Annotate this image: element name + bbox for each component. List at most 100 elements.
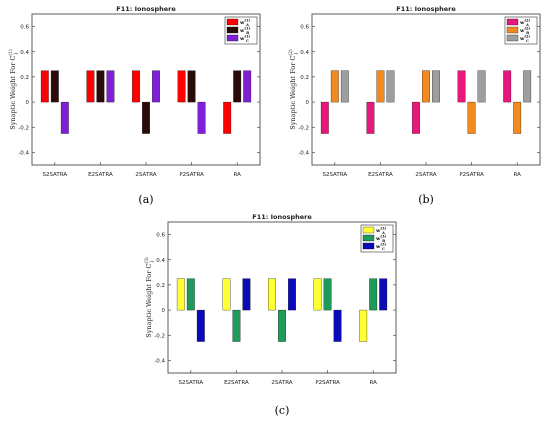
ytick-label-c: -0.2 [154,333,165,339]
y-axis-label-b: Synaptic Weight For C(2)j [287,49,299,130]
y-axis-label-a: Synaptic Weight For C(1)j [7,49,19,130]
xtick-label-b: S2SATRA [322,172,347,178]
ytick-label-c: 0 [162,308,166,314]
xtick-label-c: P2SATRA [315,380,340,386]
bar-c-1-1 [232,309,241,342]
xtick-label-a: RA [234,172,242,178]
bar-b-3-2 [477,70,486,103]
bar-b-3-1 [467,101,476,134]
panel-label-b: (b) [418,193,434,206]
bar-b-0-0 [320,101,329,134]
bar-a-4-0 [223,101,232,134]
bar-b-1-2 [386,70,395,103]
bar-c-0-2 [196,309,205,342]
bar-b-2-0 [412,101,420,134]
legend-swatch-a-0 [226,18,239,26]
bar-b-2-1 [422,70,430,103]
legend-swatch-b-1 [506,26,519,34]
chart-title-b: F11: Ionosphere [396,5,456,13]
chart-panel-a: F11: Ionosphere -0.4 -0.2 0 0.2 0.4 0.6 Synapti… [4,2,266,212]
bar-a-2-2 [152,70,160,103]
legend-swatch-c-2 [362,242,375,250]
bar-c-3-2 [333,309,342,342]
bar-a-0-1 [50,70,59,103]
bar-b-4-0 [503,70,512,103]
ytick-label-a: 0.2 [20,75,29,81]
panel-label-a: (a) [138,193,153,206]
legend-label-b-0: w(2) A [519,19,530,28]
bar-a-0-2 [60,101,69,134]
chart-title-a: F11: Ionosphere [116,5,176,13]
legend-swatch-b-0 [506,18,519,26]
panel-label-c: (c) [275,404,290,417]
bar-a-2-0 [132,70,140,103]
legend-label-a-2: w(1) C [239,35,250,44]
chart-svg-b: F11: Ionosphere -0.4 -0.2 0 0.2 0.4 0.6 Synapti… [287,5,541,206]
bar-c-4-1 [369,278,378,311]
bar-b-0-1 [330,70,339,103]
bar-a-2-1 [142,101,150,134]
bar-b-4-2 [523,70,532,103]
legend-swatch-a-2 [226,34,239,42]
legend-label-c-2: w(3) C [375,243,386,252]
plot-area-c [167,221,397,374]
xtick-label-a: P2SATRA [179,172,204,178]
legend-swatch-c-1 [362,234,375,242]
ytick-label-b: -0.2 [298,125,309,131]
ytick-label-c: 0.6 [156,233,165,239]
chart-title-c: F11: Ionosphere [252,213,312,221]
ytick-label-a: 0.4 [20,50,29,56]
plot-area-a [31,13,261,166]
legend-label-b-2: w(2) C [519,35,530,44]
ytick-label-a: 0 [26,100,30,106]
ytick-label-c: 0.4 [156,258,165,264]
legend-label-a-0: w(1) A [239,19,250,28]
ytick-label-b: -0.4 [298,150,309,156]
bar-a-0-0 [40,70,49,103]
bar-c-3-0 [313,278,322,311]
chart-svg-a: F11: Ionosphere -0.4 -0.2 0 0.2 0.4 0.6 Synapti… [7,5,261,206]
chart-panel-b: F11: Ionosphere -0.4 -0.2 0 0.2 0.4 0.6 Synapti… [284,2,546,212]
bar-a-3-2 [197,101,206,134]
xtick-label-c: 2SATRA [271,380,292,386]
legend-swatch-a-1 [226,26,239,34]
legend-label-c-0: w(3) A [375,227,386,236]
ytick-label-b: 0.2 [300,75,309,81]
legend-label-a-1: w(1) B [239,27,250,36]
bar-c-0-1 [186,278,195,311]
xtick-label-b: RA [514,172,522,178]
legend-swatch-c-0 [362,226,375,234]
ytick-label-c: 0.2 [156,283,165,289]
bar-a-4-1 [233,70,242,103]
ytick-label-b: 0.6 [300,25,309,31]
ytick-label-b: 0 [306,100,310,106]
ytick-label-a: 0.6 [20,25,29,31]
xtick-label-b: 2SATRA [415,172,436,178]
bar-c-2-0 [268,278,276,311]
bar-a-3-1 [187,70,196,103]
ytick-label-b: 0.4 [300,50,309,56]
bar-a-1-0 [86,70,95,103]
bar-c-2-1 [278,309,286,342]
bar-a-1-2 [106,70,115,103]
bar-c-1-2 [242,278,251,311]
xtick-label-b: E2SATRA [368,172,393,178]
xtick-label-a: S2SATRA [42,172,67,178]
bar-b-1-1 [376,70,385,103]
legend-swatch-b-2 [506,34,519,42]
xtick-label-a: E2SATRA [88,172,113,178]
bar-a-1-1 [96,70,105,103]
bar-c-1-0 [222,278,231,311]
bar-c-4-0 [359,309,368,342]
ytick-label-a: -0.4 [18,150,29,156]
xtick-label-c: S2SATRA [178,380,203,386]
y-axis-label-c: Synaptic Weight For C(3)j [143,257,155,338]
legend-label-b-1: w(2) B [519,27,530,36]
bar-a-3-0 [177,70,186,103]
bar-c-3-1 [323,278,332,311]
bar-c-4-2 [379,278,388,311]
bar-b-0-2 [340,70,349,103]
bar-c-0-0 [176,278,185,311]
ytick-label-c: -0.4 [154,358,165,364]
legend-label-c-1: w(3) B [375,235,386,244]
